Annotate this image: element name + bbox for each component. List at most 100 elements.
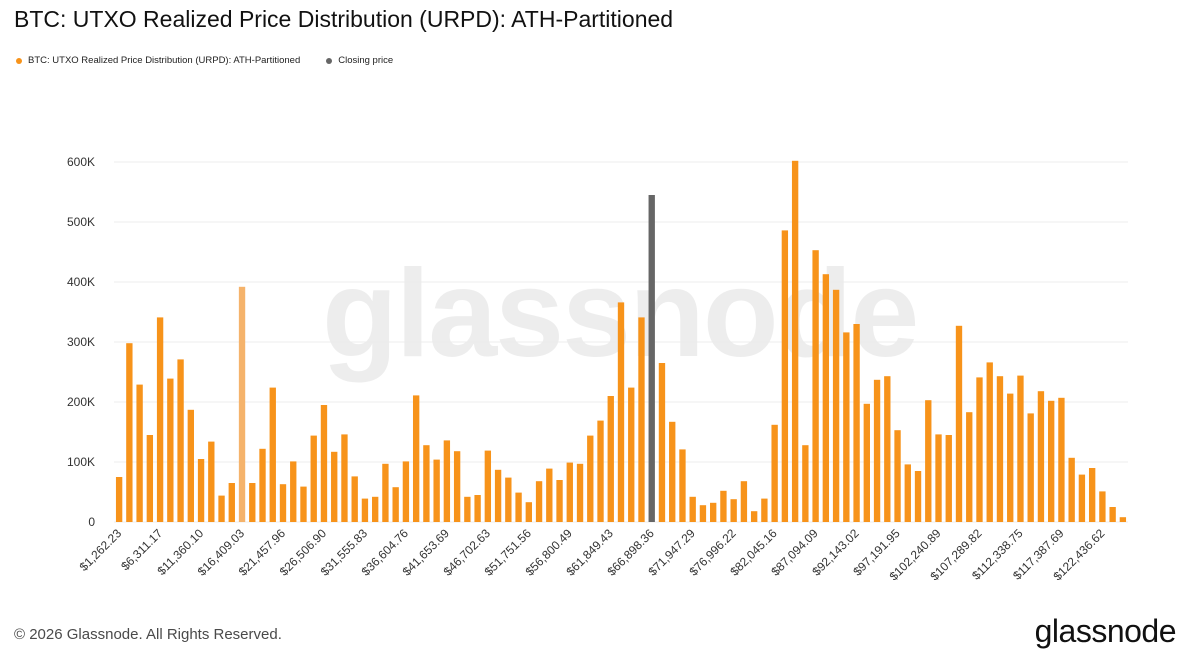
bar[interactable] (515, 492, 522, 522)
bar[interactable] (699, 505, 707, 522)
bar[interactable] (863, 403, 870, 522)
bar[interactable] (290, 461, 297, 522)
bar[interactable] (535, 481, 543, 522)
bar[interactable] (341, 434, 348, 522)
bar[interactable] (249, 483, 256, 522)
bar[interactable] (1068, 457, 1075, 522)
bar[interactable] (453, 451, 461, 522)
bar[interactable] (494, 469, 502, 522)
bar[interactable] (802, 445, 809, 522)
legend-item-closing-price[interactable]: Closing price (326, 55, 393, 66)
bar[interactable] (156, 317, 164, 522)
bar[interactable] (679, 449, 686, 522)
bar[interactable] (126, 343, 133, 522)
bar[interactable] (1119, 517, 1127, 522)
bar[interactable] (351, 476, 358, 522)
bar[interactable] (689, 496, 696, 522)
bar[interactable] (976, 377, 983, 522)
bar[interactable] (771, 424, 778, 522)
bar[interactable] (750, 511, 758, 522)
bar[interactable] (392, 487, 399, 522)
bar[interactable] (761, 498, 768, 522)
bar[interactable] (986, 362, 993, 522)
bar[interactable] (781, 230, 789, 522)
bar[interactable] (1078, 474, 1086, 522)
bar[interactable] (587, 435, 594, 522)
bar[interactable] (474, 495, 481, 522)
bar[interactable] (1088, 468, 1096, 522)
bar[interactable] (873, 379, 881, 522)
bar[interactable] (730, 499, 737, 522)
bar[interactable] (167, 378, 174, 522)
bar[interactable] (1058, 397, 1065, 522)
bar[interactable] (1048, 400, 1055, 522)
bar[interactable] (925, 400, 932, 522)
bar[interactable] (904, 464, 911, 522)
bar[interactable] (894, 430, 901, 522)
bar[interactable] (1037, 391, 1045, 522)
bar[interactable] (914, 471, 922, 522)
bar[interactable] (331, 451, 338, 522)
bar[interactable] (259, 448, 266, 522)
bar[interactable] (710, 502, 717, 522)
bar[interactable] (136, 384, 143, 522)
bar[interactable] (935, 434, 942, 522)
bar[interactable] (484, 450, 492, 522)
bar[interactable] (1007, 393, 1014, 522)
bar[interactable] (955, 325, 963, 522)
bar[interactable] (576, 463, 584, 522)
bar[interactable] (945, 435, 952, 522)
bar[interactable] (228, 483, 235, 522)
bar[interactable] (607, 396, 614, 522)
bar[interactable] (791, 160, 799, 523)
bar[interactable] (812, 250, 819, 522)
bar[interactable] (412, 395, 420, 522)
bar[interactable] (464, 496, 471, 522)
bar[interactable] (505, 477, 512, 522)
bar[interactable] (300, 486, 307, 522)
legend-item-urpd[interactable]: BTC: UTXO Realized Price Distribution (U… (16, 55, 300, 66)
bar[interactable] (525, 502, 532, 522)
bar[interactable] (669, 421, 676, 522)
bar[interactable] (658, 363, 666, 522)
bar[interactable] (208, 441, 215, 522)
bar[interactable] (884, 376, 891, 522)
bar[interactable] (372, 496, 379, 522)
bar[interactable] (443, 440, 451, 522)
bar[interactable] (1027, 413, 1034, 522)
bar[interactable] (638, 317, 645, 522)
bar[interactable] (720, 490, 727, 522)
bar[interactable] (966, 412, 973, 522)
bar[interactable] (279, 484, 287, 522)
bar[interactable] (597, 420, 604, 522)
bar-highlighted[interactable] (238, 286, 246, 522)
bar[interactable] (382, 463, 389, 522)
bar[interactable] (832, 289, 840, 522)
bar[interactable] (617, 302, 625, 522)
bar[interactable] (1109, 507, 1116, 522)
bar[interactable] (197, 459, 205, 522)
bar[interactable] (361, 498, 369, 522)
bar[interactable] (310, 435, 317, 522)
bar[interactable] (1099, 491, 1106, 522)
bar[interactable] (843, 332, 850, 522)
bar[interactable] (320, 405, 328, 522)
bar[interactable] (177, 359, 184, 522)
bar[interactable] (822, 274, 830, 522)
bar[interactable] (423, 445, 430, 522)
bar[interactable] (566, 462, 573, 522)
glassnode-logo[interactable]: glassnode (1034, 613, 1177, 649)
bar[interactable] (269, 387, 276, 522)
bar[interactable] (740, 481, 748, 522)
bar[interactable] (115, 477, 123, 522)
bar[interactable] (187, 409, 194, 522)
bar[interactable] (546, 468, 553, 522)
bar[interactable] (628, 387, 635, 522)
closing-price-bar[interactable] (648, 195, 655, 522)
bar[interactable] (556, 480, 563, 522)
bar[interactable] (1017, 375, 1024, 522)
bar[interactable] (433, 459, 440, 522)
bar[interactable] (146, 435, 154, 522)
bar[interactable] (402, 461, 410, 522)
bar[interactable] (853, 324, 860, 522)
